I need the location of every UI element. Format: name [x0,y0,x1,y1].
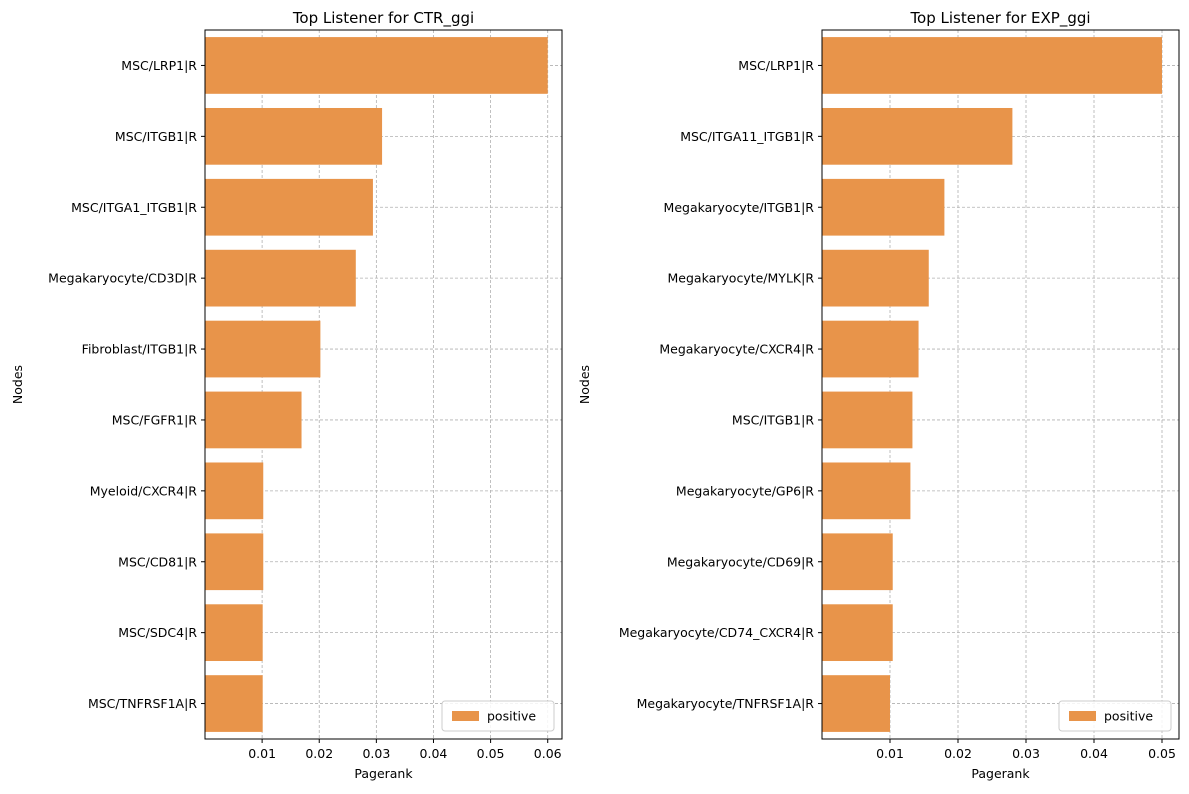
bar [205,533,264,591]
bar [205,391,302,449]
x-tick-label: 0.03 [362,746,390,761]
y-tick-label: Megakaryocyte/GP6|R [676,483,814,498]
x-tick-label: 0.05 [1148,746,1176,761]
legend-swatch [1069,711,1096,721]
x-tick-label: 0.06 [534,746,562,761]
legend: positive [1058,700,1172,732]
bar [205,178,373,236]
bars [205,37,548,732]
gridlines [822,30,1179,739]
legend-box [441,700,555,732]
y-tick-label: MSC/ITGA1_ITGB1|R [71,200,197,215]
chart-panel-1: 0.01 0.02 0.03 0.04 0.05 0.06 MSC/LRP1|R MSC/IT… [10,9,563,781]
x-axis-label: Pagerank [971,766,1030,781]
x-tick-label: 0.04 [1080,746,1108,761]
y-tick-label: MSC/ITGB1|R [115,129,197,144]
y-tick-label: Megakaryocyte/CD3D|R [48,271,197,286]
bar [205,675,263,732]
bar [822,249,929,307]
x-tick-label: 0.01 [876,746,904,761]
x-tick-label: 0.05 [477,746,505,761]
y-tick-label: Megakaryocyte/ITGB1|R [664,200,815,215]
bar [822,320,919,378]
x-tick-label: 0.02 [305,746,333,761]
y-axis-label: Nodes [10,365,25,404]
axes-frame [204,29,563,740]
chart-panel-2: 0.01 0.02 0.03 0.04 0.05 MSC/LRP1|R MSC/ITGA11… [577,9,1180,781]
bar [205,320,321,378]
legend-box [1058,700,1172,732]
x-axis-label: Pagerank [354,766,413,781]
y-tick-label: MSC/ITGA11_ITGB1|R [680,129,814,144]
bar [822,107,1013,165]
y-tick-label: MSC/TNFRSF1A|R [88,696,197,711]
y-tick-label: Myeloid/CXCR4|R [90,483,198,498]
legend-label: positive [1104,709,1153,724]
chart-title: Top Listener for CTR_ggi [292,9,474,28]
bar [822,675,890,732]
bar [205,249,356,307]
bars [822,37,1162,732]
bar [205,462,264,520]
y-tick-label: MSC/ITGB1|R [732,412,814,427]
bar [205,107,383,165]
x-tick-label: 0.04 [420,746,448,761]
legend-label: positive [487,709,536,724]
chart-title: Top Listener for EXP_ggi [909,9,1090,28]
y-tick-label: MSC/CD81|R [118,554,197,569]
y-tick-label: Megakaryocyte/CD69|R [667,554,814,569]
y-tick-label: Fibroblast/ITGB1|R [82,342,198,357]
y-tick-label: Megakaryocyte/TNFRSF1A|R [637,696,815,711]
x-tick-label: 0.03 [1012,746,1040,761]
x-tick-label: 0.01 [248,746,276,761]
bar [822,604,893,662]
y-axis-label: Nodes [577,365,592,404]
bar [822,178,945,236]
bar [822,533,893,591]
x-tick-label: 0.02 [944,746,972,761]
y-tick-label: MSC/LRP1|R [738,58,814,73]
y-tick-label: MSC/SDC4|R [118,625,197,640]
bar [822,37,1162,94]
bar [205,604,263,662]
y-tick-label: Megakaryocyte/CD74_CXCR4|R [619,625,814,640]
y-tick-label: Megakaryocyte/CXCR4|R [659,342,814,357]
bar [205,37,548,94]
y-tick-label: Megakaryocyte/MYLK|R [668,271,815,286]
bar [822,391,913,449]
y-tick-label: MSC/LRP1|R [121,58,197,73]
legend-swatch [452,711,479,721]
bar [822,462,911,520]
legend: positive [441,700,555,732]
y-tick-label: MSC/FGFR1|R [112,412,198,427]
axes-frame [821,29,1180,740]
